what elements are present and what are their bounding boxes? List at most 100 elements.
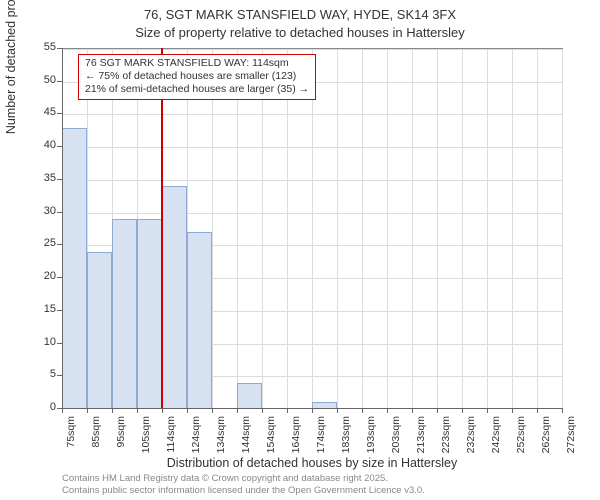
gridline-v xyxy=(312,49,313,409)
gridline-v xyxy=(537,49,538,409)
histogram-bar xyxy=(112,219,137,409)
y-tick-mark xyxy=(57,146,62,147)
x-tick-label: 85sqm xyxy=(90,416,102,476)
gridline-v xyxy=(487,49,488,409)
property-size-histogram: 76, SGT MARK STANSFIELD WAY, HYDE, SK14 … xyxy=(0,0,600,500)
gridline-v xyxy=(412,49,413,409)
gridline-v xyxy=(437,49,438,409)
x-tick-mark xyxy=(462,408,463,413)
x-tick-label: 95sqm xyxy=(115,416,127,476)
x-tick-mark xyxy=(537,408,538,413)
x-tick-label: 183sqm xyxy=(340,416,352,476)
y-tick-label: 30 xyxy=(6,205,56,217)
gridline-v xyxy=(212,49,213,409)
y-tick-mark xyxy=(57,310,62,311)
x-tick-mark xyxy=(287,408,288,413)
y-tick-mark xyxy=(57,277,62,278)
x-tick-label: 232sqm xyxy=(465,416,477,476)
y-tick-label: 10 xyxy=(6,336,56,348)
histogram-bar xyxy=(187,232,212,409)
x-tick-mark xyxy=(337,408,338,413)
x-tick-label: 105sqm xyxy=(140,416,152,476)
x-tick-label: 154sqm xyxy=(265,416,277,476)
chart-title-block: 76, SGT MARK STANSFIELD WAY, HYDE, SK14 … xyxy=(0,0,600,41)
y-tick-mark xyxy=(57,375,62,376)
y-tick-mark xyxy=(57,212,62,213)
y-tick-label: 20 xyxy=(6,270,56,282)
y-tick-label: 40 xyxy=(6,139,56,151)
y-tick-label: 5 xyxy=(6,368,56,380)
x-tick-mark xyxy=(212,408,213,413)
plot-area xyxy=(62,48,563,409)
y-tick-label: 45 xyxy=(6,106,56,118)
y-tick-label: 35 xyxy=(6,172,56,184)
histogram-bar xyxy=(137,219,162,409)
x-tick-label: 124sqm xyxy=(190,416,202,476)
y-tick-label: 50 xyxy=(6,74,56,86)
x-tick-mark xyxy=(562,408,563,413)
x-tick-mark xyxy=(437,408,438,413)
x-tick-mark xyxy=(412,408,413,413)
x-tick-mark xyxy=(162,408,163,413)
x-tick-label: 203sqm xyxy=(390,416,402,476)
histogram-bar xyxy=(87,252,112,409)
x-tick-mark xyxy=(262,408,263,413)
y-axis xyxy=(62,48,63,408)
x-tick-mark xyxy=(187,408,188,413)
y-tick-mark xyxy=(57,179,62,180)
annotation-line: 76 SGT MARK STANSFIELD WAY: 114sqm xyxy=(85,57,309,70)
y-tick-mark xyxy=(57,48,62,49)
x-tick-label: 272sqm xyxy=(565,416,577,476)
histogram-bar xyxy=(62,128,87,409)
x-tick-mark xyxy=(87,408,88,413)
x-tick-label: 262sqm xyxy=(540,416,552,476)
y-tick-mark xyxy=(57,343,62,344)
y-tick-mark xyxy=(57,81,62,82)
x-tick-mark xyxy=(487,408,488,413)
x-tick-label: 75sqm xyxy=(65,416,77,476)
gridline-v xyxy=(562,49,563,409)
x-tick-label: 242sqm xyxy=(490,416,502,476)
x-tick-mark xyxy=(237,408,238,413)
x-tick-mark xyxy=(112,408,113,413)
x-tick-label: 213sqm xyxy=(415,416,427,476)
x-axis-title: Distribution of detached houses by size … xyxy=(62,456,562,470)
x-tick-label: 144sqm xyxy=(240,416,252,476)
x-tick-mark xyxy=(362,408,363,413)
x-tick-label: 223sqm xyxy=(440,416,452,476)
chart-title-line1: 76, SGT MARK STANSFIELD WAY, HYDE, SK14 … xyxy=(0,6,600,24)
gridline-v xyxy=(262,49,263,409)
y-tick-mark xyxy=(57,113,62,114)
attribution-line2: Contains public sector information licen… xyxy=(62,485,425,496)
histogram-bar xyxy=(162,186,187,409)
gridline-v xyxy=(362,49,363,409)
x-tick-label: 164sqm xyxy=(290,416,302,476)
y-tick-label: 15 xyxy=(6,303,56,315)
attribution-text: Contains HM Land Registry data © Crown c… xyxy=(62,473,425,496)
histogram-bar xyxy=(237,383,262,409)
x-tick-label: 114sqm xyxy=(165,416,177,476)
x-tick-mark xyxy=(62,408,63,413)
y-tick-label: 0 xyxy=(6,401,56,413)
marker-line xyxy=(161,48,163,408)
x-tick-mark xyxy=(387,408,388,413)
gridline-v xyxy=(387,49,388,409)
annotation-box: 76 SGT MARK STANSFIELD WAY: 114sqm← 75% … xyxy=(78,54,316,100)
y-tick-mark xyxy=(57,244,62,245)
chart-title-line2: Size of property relative to detached ho… xyxy=(0,24,600,42)
gridline-v xyxy=(287,49,288,409)
annotation-line: 21% of semi-detached houses are larger (… xyxy=(85,83,309,96)
x-tick-mark xyxy=(312,408,313,413)
x-tick-label: 193sqm xyxy=(365,416,377,476)
x-tick-mark xyxy=(137,408,138,413)
x-tick-mark xyxy=(512,408,513,413)
gridline-v xyxy=(237,49,238,409)
gridline-v xyxy=(337,49,338,409)
gridline-v xyxy=(462,49,463,409)
x-tick-label: 134sqm xyxy=(215,416,227,476)
gridline-v xyxy=(512,49,513,409)
x-tick-label: 174sqm xyxy=(315,416,327,476)
x-tick-label: 252sqm xyxy=(515,416,527,476)
y-tick-label: 55 xyxy=(6,41,56,53)
annotation-line: ← 75% of detached houses are smaller (12… xyxy=(85,70,309,83)
